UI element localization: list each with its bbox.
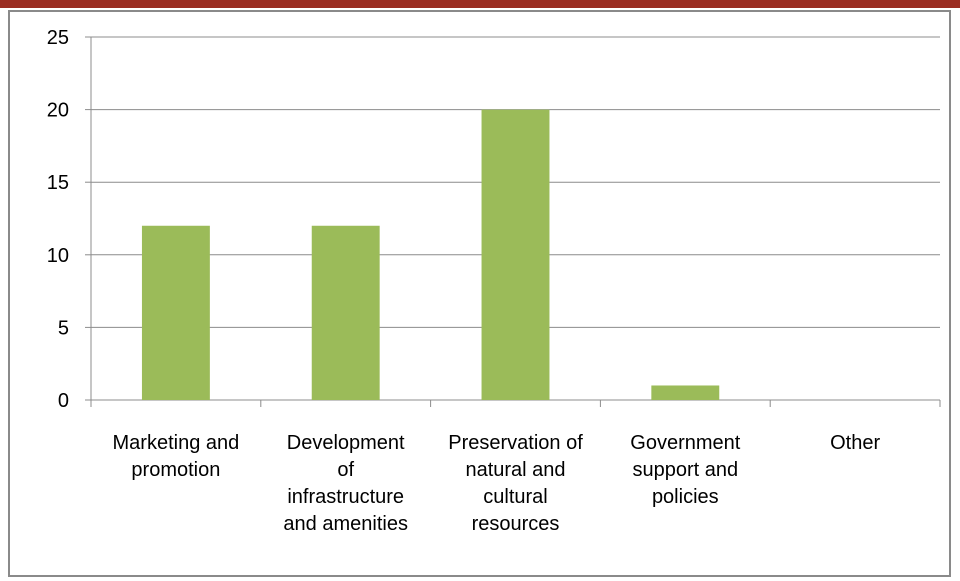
category-label-line: Development — [287, 432, 405, 454]
category-label: Government support and policies — [630, 432, 740, 508]
bar — [311, 225, 380, 400]
category-label-line: resources — [472, 513, 560, 535]
category-label: Other — [830, 432, 880, 454]
category-label: Marketing and promotion — [113, 432, 240, 481]
category-label: Development of infrastructure and amenities — [283, 432, 408, 535]
category-label-line: Preservation of — [448, 432, 583, 454]
top-accent-bar — [0, 0, 960, 8]
y-tick-label: 20 — [47, 100, 69, 122]
category-label: Preservation of natural and cultural resour… — [448, 432, 583, 535]
y-tick-label: 0 — [58, 390, 69, 412]
category-label-line: Government — [630, 432, 740, 454]
category-label-line: promotion — [131, 459, 220, 481]
category-label-line: and amenities — [283, 513, 408, 535]
bar — [651, 385, 720, 400]
y-tick-label: 10 — [47, 245, 69, 267]
category-label-line: cultural — [483, 486, 547, 508]
category-label-line: infrastructure — [287, 486, 404, 508]
category-label-line: natural and — [465, 459, 565, 481]
category-label-line: policies — [652, 486, 719, 508]
y-tick-label: 5 — [58, 317, 69, 339]
category-label-line: Marketing and — [113, 432, 240, 454]
y-tick-label: 25 — [47, 27, 69, 49]
category-label-line: Other — [830, 432, 880, 454]
bar — [141, 225, 210, 400]
category-label-line: support and — [632, 459, 738, 481]
bar — [481, 109, 550, 400]
category-label-line: of — [337, 459, 354, 481]
y-tick-label: 15 — [47, 172, 69, 194]
